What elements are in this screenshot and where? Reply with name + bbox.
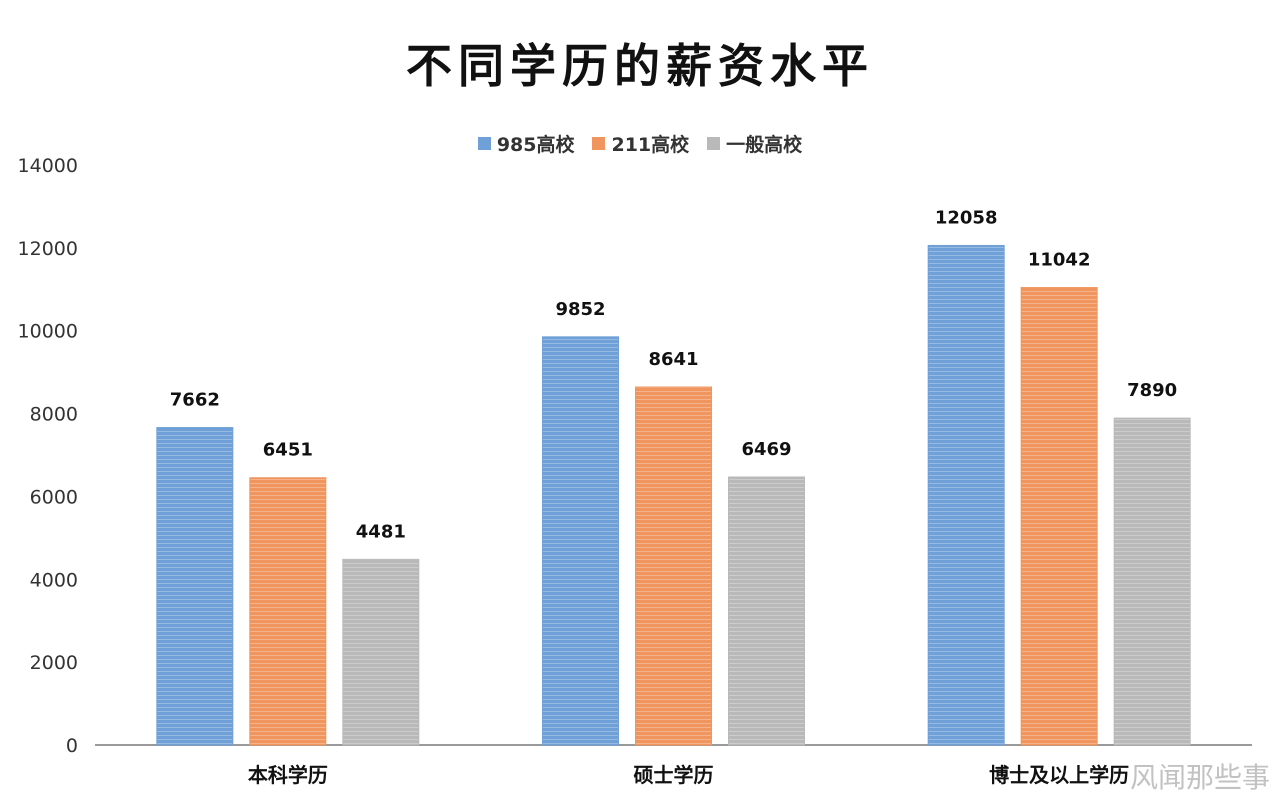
y-tick-label: 6000 bbox=[30, 486, 78, 508]
bar-1-0 bbox=[542, 336, 619, 746]
legend-swatch-211 bbox=[592, 137, 606, 150]
y-tick-label: 2000 bbox=[30, 652, 78, 674]
bar-value-label: 9852 bbox=[555, 299, 605, 320]
bar-value-label: 11042 bbox=[1028, 250, 1091, 271]
bar-value-label: 6469 bbox=[741, 439, 791, 460]
bar-value-label: 12058 bbox=[935, 207, 998, 228]
legend-item-general: 一般高校 bbox=[707, 130, 802, 157]
y-tick-label: 8000 bbox=[30, 404, 78, 426]
legend-label-211: 211高校 bbox=[611, 134, 690, 156]
legend-swatch-general bbox=[707, 137, 721, 150]
bar-value-label: 7662 bbox=[170, 390, 220, 411]
y-tick-label: 14000 bbox=[18, 155, 78, 177]
y-tick-label: 0 bbox=[66, 735, 78, 757]
bar-value-label: 4481 bbox=[356, 521, 406, 542]
y-tick-label: 10000 bbox=[18, 321, 78, 343]
bar-1-2 bbox=[728, 476, 805, 746]
chart-legend: 985高校 211高校 一般高校 bbox=[0, 130, 1280, 157]
bar-1-1 bbox=[635, 386, 712, 746]
x-category-label: 硕士学历 bbox=[634, 763, 714, 787]
bar-value-label: 7890 bbox=[1127, 380, 1177, 401]
bar-0-1 bbox=[249, 477, 327, 746]
chart-title: 不同学历的薪资水平 bbox=[406, 39, 874, 93]
bar-0-2 bbox=[342, 558, 420, 746]
bar-2-1 bbox=[1020, 287, 1098, 746]
legend-item-211: 211高校 bbox=[592, 130, 689, 157]
bar-0-0 bbox=[156, 427, 234, 746]
legend-item-985: 985高校 bbox=[477, 130, 575, 157]
legend-swatch-985 bbox=[477, 137, 491, 150]
bar-value-label: 6451 bbox=[263, 440, 313, 461]
y-tick-label: 4000 bbox=[30, 569, 78, 591]
bar-2-2 bbox=[1113, 417, 1191, 746]
x-category-label: 博士及以上学历 bbox=[989, 763, 1129, 787]
watermark: 风闻那些事 bbox=[1129, 761, 1270, 794]
legend-label-general: 一般高校 bbox=[726, 134, 803, 156]
bar-2-0 bbox=[927, 244, 1005, 746]
legend-label-985: 985高校 bbox=[496, 134, 575, 156]
y-tick-label: 12000 bbox=[18, 238, 78, 260]
bar-value-label: 8641 bbox=[648, 349, 698, 370]
x-category-label: 本科学历 bbox=[248, 763, 328, 787]
